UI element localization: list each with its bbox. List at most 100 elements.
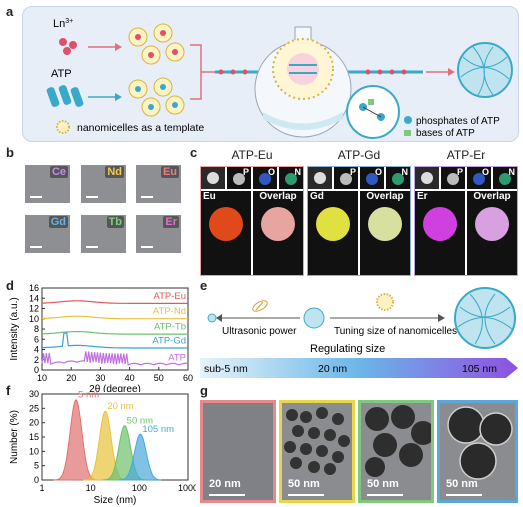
series-label: ATP [168,352,186,363]
tem-box-20nm: 50 nm [279,400,355,503]
y-axis-label: Number (%) [9,410,20,464]
tem-tile-gd: Gd [25,215,70,253]
nanomicelle-icon [56,120,70,134]
peak-label: 50 nm [127,416,153,427]
panel-label-f: f [6,383,11,398]
series-line [41,315,188,320]
panel-label-a: a [6,4,14,19]
distribution-peak [53,399,97,481]
y-tick-label: 20 [29,418,39,428]
map-n-gd: N [386,167,410,189]
y-tick-label: 15 [29,432,39,442]
group-frame-er [414,166,518,276]
atp-label: ATP [51,68,72,80]
ultrasonic-label: Ultrasonic power [222,326,297,337]
template-label: nanomicelles as a template [77,122,204,134]
zoom-bubble-icon [346,85,400,139]
legend-bases: bases of ATP [416,128,475,139]
panel-e-schematic: Ultrasonic power Tuning size of nanomice… [200,287,518,378]
y-tick-label: 25 [29,403,39,413]
panel-label-b: b [6,145,14,160]
overlap-gd: Overlap [360,191,410,275]
x-tick-label: 30 [95,373,105,383]
map-n-er: N [493,167,517,189]
y-tick-label: 10 [29,446,39,456]
micelle-cluster-bottom [128,77,185,117]
y-tick-label: 10 [29,314,39,324]
panel-label-g: g [200,383,208,398]
panel-c: ATP-Eu ATP-Gd ATP-Er [200,148,520,278]
x-tick-label: 1 [39,483,44,493]
map-o-gd: O [360,167,384,189]
tem-tile-nd: Nd [81,165,126,203]
distribution-peak [118,433,162,481]
haadf-gd [308,167,332,189]
tem-box-105nm: 50 nm [437,400,518,503]
map-o-eu: O [253,167,277,189]
x-tick-label: 10 [86,483,96,493]
x-tick-label: 50 [154,373,164,383]
panel-label-c: c [190,145,198,160]
central-micelle-icon [272,38,334,100]
group-frame-eu [200,166,304,276]
tem-tile-er: Er [136,215,181,253]
tem-tile-tb: Tb [81,215,126,253]
size-gradient-arrow [200,358,518,378]
y-tick-label: 2 [34,355,39,365]
y-tick-label: 6 [34,334,39,344]
group-frame-gd [307,166,411,276]
tem-box-5nm: 20 nm [200,400,276,503]
group-title-eu: ATP-Eu [231,148,273,162]
overlap-eu: Overlap [253,191,303,275]
group-title-er: ATP-Er [446,148,486,162]
overlap-er: Overlap [467,191,517,275]
scale-label-min: sub-5 nm [204,363,248,375]
peak-label: 20 nm [107,401,133,412]
panel-a-schematic: Ln3+ ATP [46,18,513,139]
y-tick-label: 0 [34,365,39,375]
micelle-tuning-icon [376,293,394,311]
tem-box-50nm: 50 nm [358,400,434,503]
porous-sphere-icon [457,42,513,98]
ln-label: Ln3+ [53,18,73,30]
x-tick-label: 40 [125,373,135,383]
micelle-cluster-top [128,23,185,65]
peak-label: 5 nm [78,390,99,401]
map-p-er: P [441,167,465,189]
x-tick-label: 60 [183,373,193,383]
x-axis-label: 2θ (degree) [89,384,141,392]
y-tick-label: 16 [29,283,39,293]
ultrasonic-icon [252,300,268,312]
x-tick-label: 1000 [178,483,196,493]
y-tick-label: 30 [29,389,39,399]
group-title-gd: ATP-Gd [337,148,381,162]
series-label: ATP-Eu [153,291,186,302]
map-gd: Gd [308,191,358,275]
map-n-eu: N [279,167,303,189]
tuning-label: Tuning size of nanomicelles [334,326,457,337]
x-tick-label: 100 [132,483,147,493]
small-particle-icon [207,313,217,323]
map-o-er: O [467,167,491,189]
x-tick-label: 10 [37,373,47,383]
series-label: ATP-Nd [153,306,186,317]
panel-label-e: e [200,278,208,293]
haadf-er [415,167,439,189]
x-tick-label: 20 [66,373,76,383]
y-tick-label: 14 [29,293,39,303]
y-axis-label: Intensity (a.u.) [9,297,20,360]
map-p-gd: P [334,167,358,189]
scale-label-max: 105 nm [462,363,497,375]
peak-label: 105 nm [142,424,174,435]
tem-tile-ce: Ce [25,165,70,203]
size-distribution-chart: 1 10 100 1000 0 5 10 15 20 25 30 Size (nm) Number (%… [9,389,196,506]
series-line [41,351,189,366]
series-line [41,332,188,349]
panel-label-d: d [6,278,14,293]
medium-particle-icon [303,307,325,329]
base-legend-icon [404,130,411,136]
legend-phosphates: phosphates of ATP [416,116,500,127]
ln-ion-icon [59,38,77,55]
series-label: ATP-Tb [154,322,186,333]
panel-a: Ln3+ ATP [22,6,519,142]
